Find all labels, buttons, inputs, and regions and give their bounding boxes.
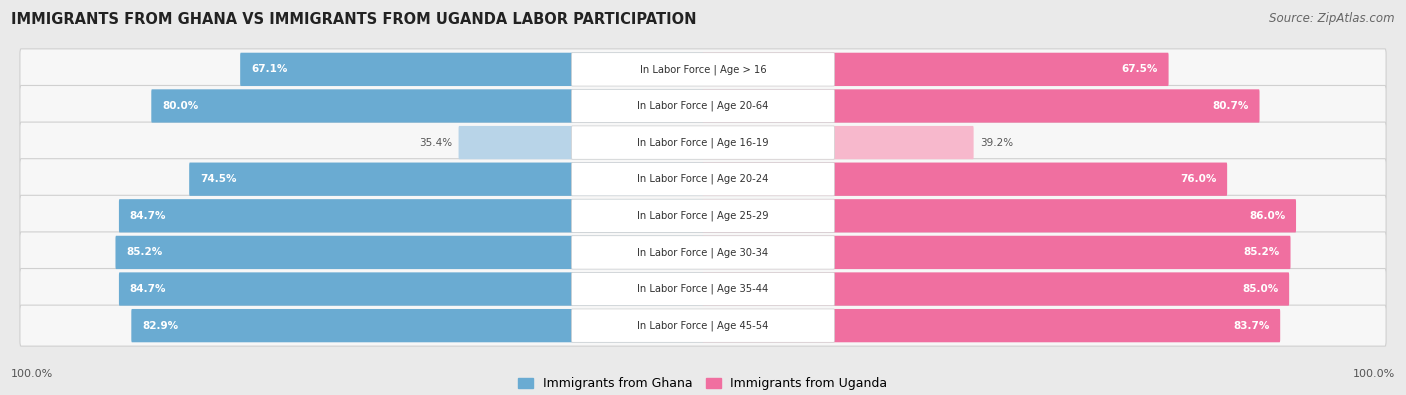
FancyBboxPatch shape (703, 199, 1296, 233)
Text: Source: ZipAtlas.com: Source: ZipAtlas.com (1270, 12, 1395, 25)
Text: IMMIGRANTS FROM GHANA VS IMMIGRANTS FROM UGANDA LABOR PARTICIPATION: IMMIGRANTS FROM GHANA VS IMMIGRANTS FROM… (11, 12, 697, 27)
FancyBboxPatch shape (572, 273, 834, 306)
Text: 85.2%: 85.2% (127, 247, 163, 258)
Text: In Labor Force | Age 16-19: In Labor Force | Age 16-19 (637, 137, 769, 148)
Text: 85.2%: 85.2% (1243, 247, 1279, 258)
Legend: Immigrants from Ghana, Immigrants from Uganda: Immigrants from Ghana, Immigrants from U… (513, 372, 893, 395)
FancyBboxPatch shape (703, 89, 1260, 122)
FancyBboxPatch shape (20, 305, 1386, 346)
Text: 80.0%: 80.0% (162, 101, 198, 111)
FancyBboxPatch shape (240, 53, 703, 86)
Text: 85.0%: 85.0% (1241, 284, 1278, 294)
Text: 39.2%: 39.2% (980, 137, 1014, 148)
FancyBboxPatch shape (572, 162, 834, 196)
Text: 82.9%: 82.9% (142, 321, 179, 331)
FancyBboxPatch shape (20, 195, 1386, 236)
FancyBboxPatch shape (572, 53, 834, 86)
Text: 100.0%: 100.0% (1353, 369, 1395, 379)
FancyBboxPatch shape (572, 236, 834, 269)
FancyBboxPatch shape (20, 159, 1386, 200)
FancyBboxPatch shape (20, 85, 1386, 126)
Text: 67.1%: 67.1% (252, 64, 287, 74)
FancyBboxPatch shape (152, 89, 703, 122)
Text: In Labor Force | Age 25-29: In Labor Force | Age 25-29 (637, 211, 769, 221)
FancyBboxPatch shape (572, 89, 834, 122)
Text: 84.7%: 84.7% (129, 284, 166, 294)
FancyBboxPatch shape (572, 126, 834, 159)
FancyBboxPatch shape (703, 162, 1227, 196)
FancyBboxPatch shape (572, 309, 834, 342)
Text: In Labor Force | Age 30-34: In Labor Force | Age 30-34 (637, 247, 769, 258)
FancyBboxPatch shape (115, 236, 703, 269)
FancyBboxPatch shape (120, 273, 703, 306)
Text: 100.0%: 100.0% (11, 369, 53, 379)
FancyBboxPatch shape (131, 309, 703, 342)
Text: In Labor Force | Age > 16: In Labor Force | Age > 16 (640, 64, 766, 75)
FancyBboxPatch shape (20, 122, 1386, 163)
FancyBboxPatch shape (572, 199, 834, 233)
FancyBboxPatch shape (458, 126, 703, 159)
FancyBboxPatch shape (20, 269, 1386, 310)
Text: In Labor Force | Age 20-24: In Labor Force | Age 20-24 (637, 174, 769, 184)
Text: 76.0%: 76.0% (1180, 174, 1216, 184)
Text: 35.4%: 35.4% (419, 137, 453, 148)
FancyBboxPatch shape (20, 232, 1386, 273)
Text: 84.7%: 84.7% (129, 211, 166, 221)
Text: 74.5%: 74.5% (200, 174, 236, 184)
Text: 86.0%: 86.0% (1249, 211, 1285, 221)
FancyBboxPatch shape (703, 236, 1291, 269)
Text: In Labor Force | Age 35-44: In Labor Force | Age 35-44 (637, 284, 769, 294)
Text: 80.7%: 80.7% (1212, 101, 1249, 111)
Text: 83.7%: 83.7% (1233, 321, 1270, 331)
FancyBboxPatch shape (703, 53, 1168, 86)
Text: 67.5%: 67.5% (1122, 64, 1157, 74)
FancyBboxPatch shape (20, 49, 1386, 90)
Text: In Labor Force | Age 45-54: In Labor Force | Age 45-54 (637, 320, 769, 331)
FancyBboxPatch shape (703, 273, 1289, 306)
FancyBboxPatch shape (120, 199, 703, 233)
Text: In Labor Force | Age 20-64: In Labor Force | Age 20-64 (637, 101, 769, 111)
FancyBboxPatch shape (703, 126, 973, 159)
FancyBboxPatch shape (190, 162, 703, 196)
FancyBboxPatch shape (703, 309, 1281, 342)
